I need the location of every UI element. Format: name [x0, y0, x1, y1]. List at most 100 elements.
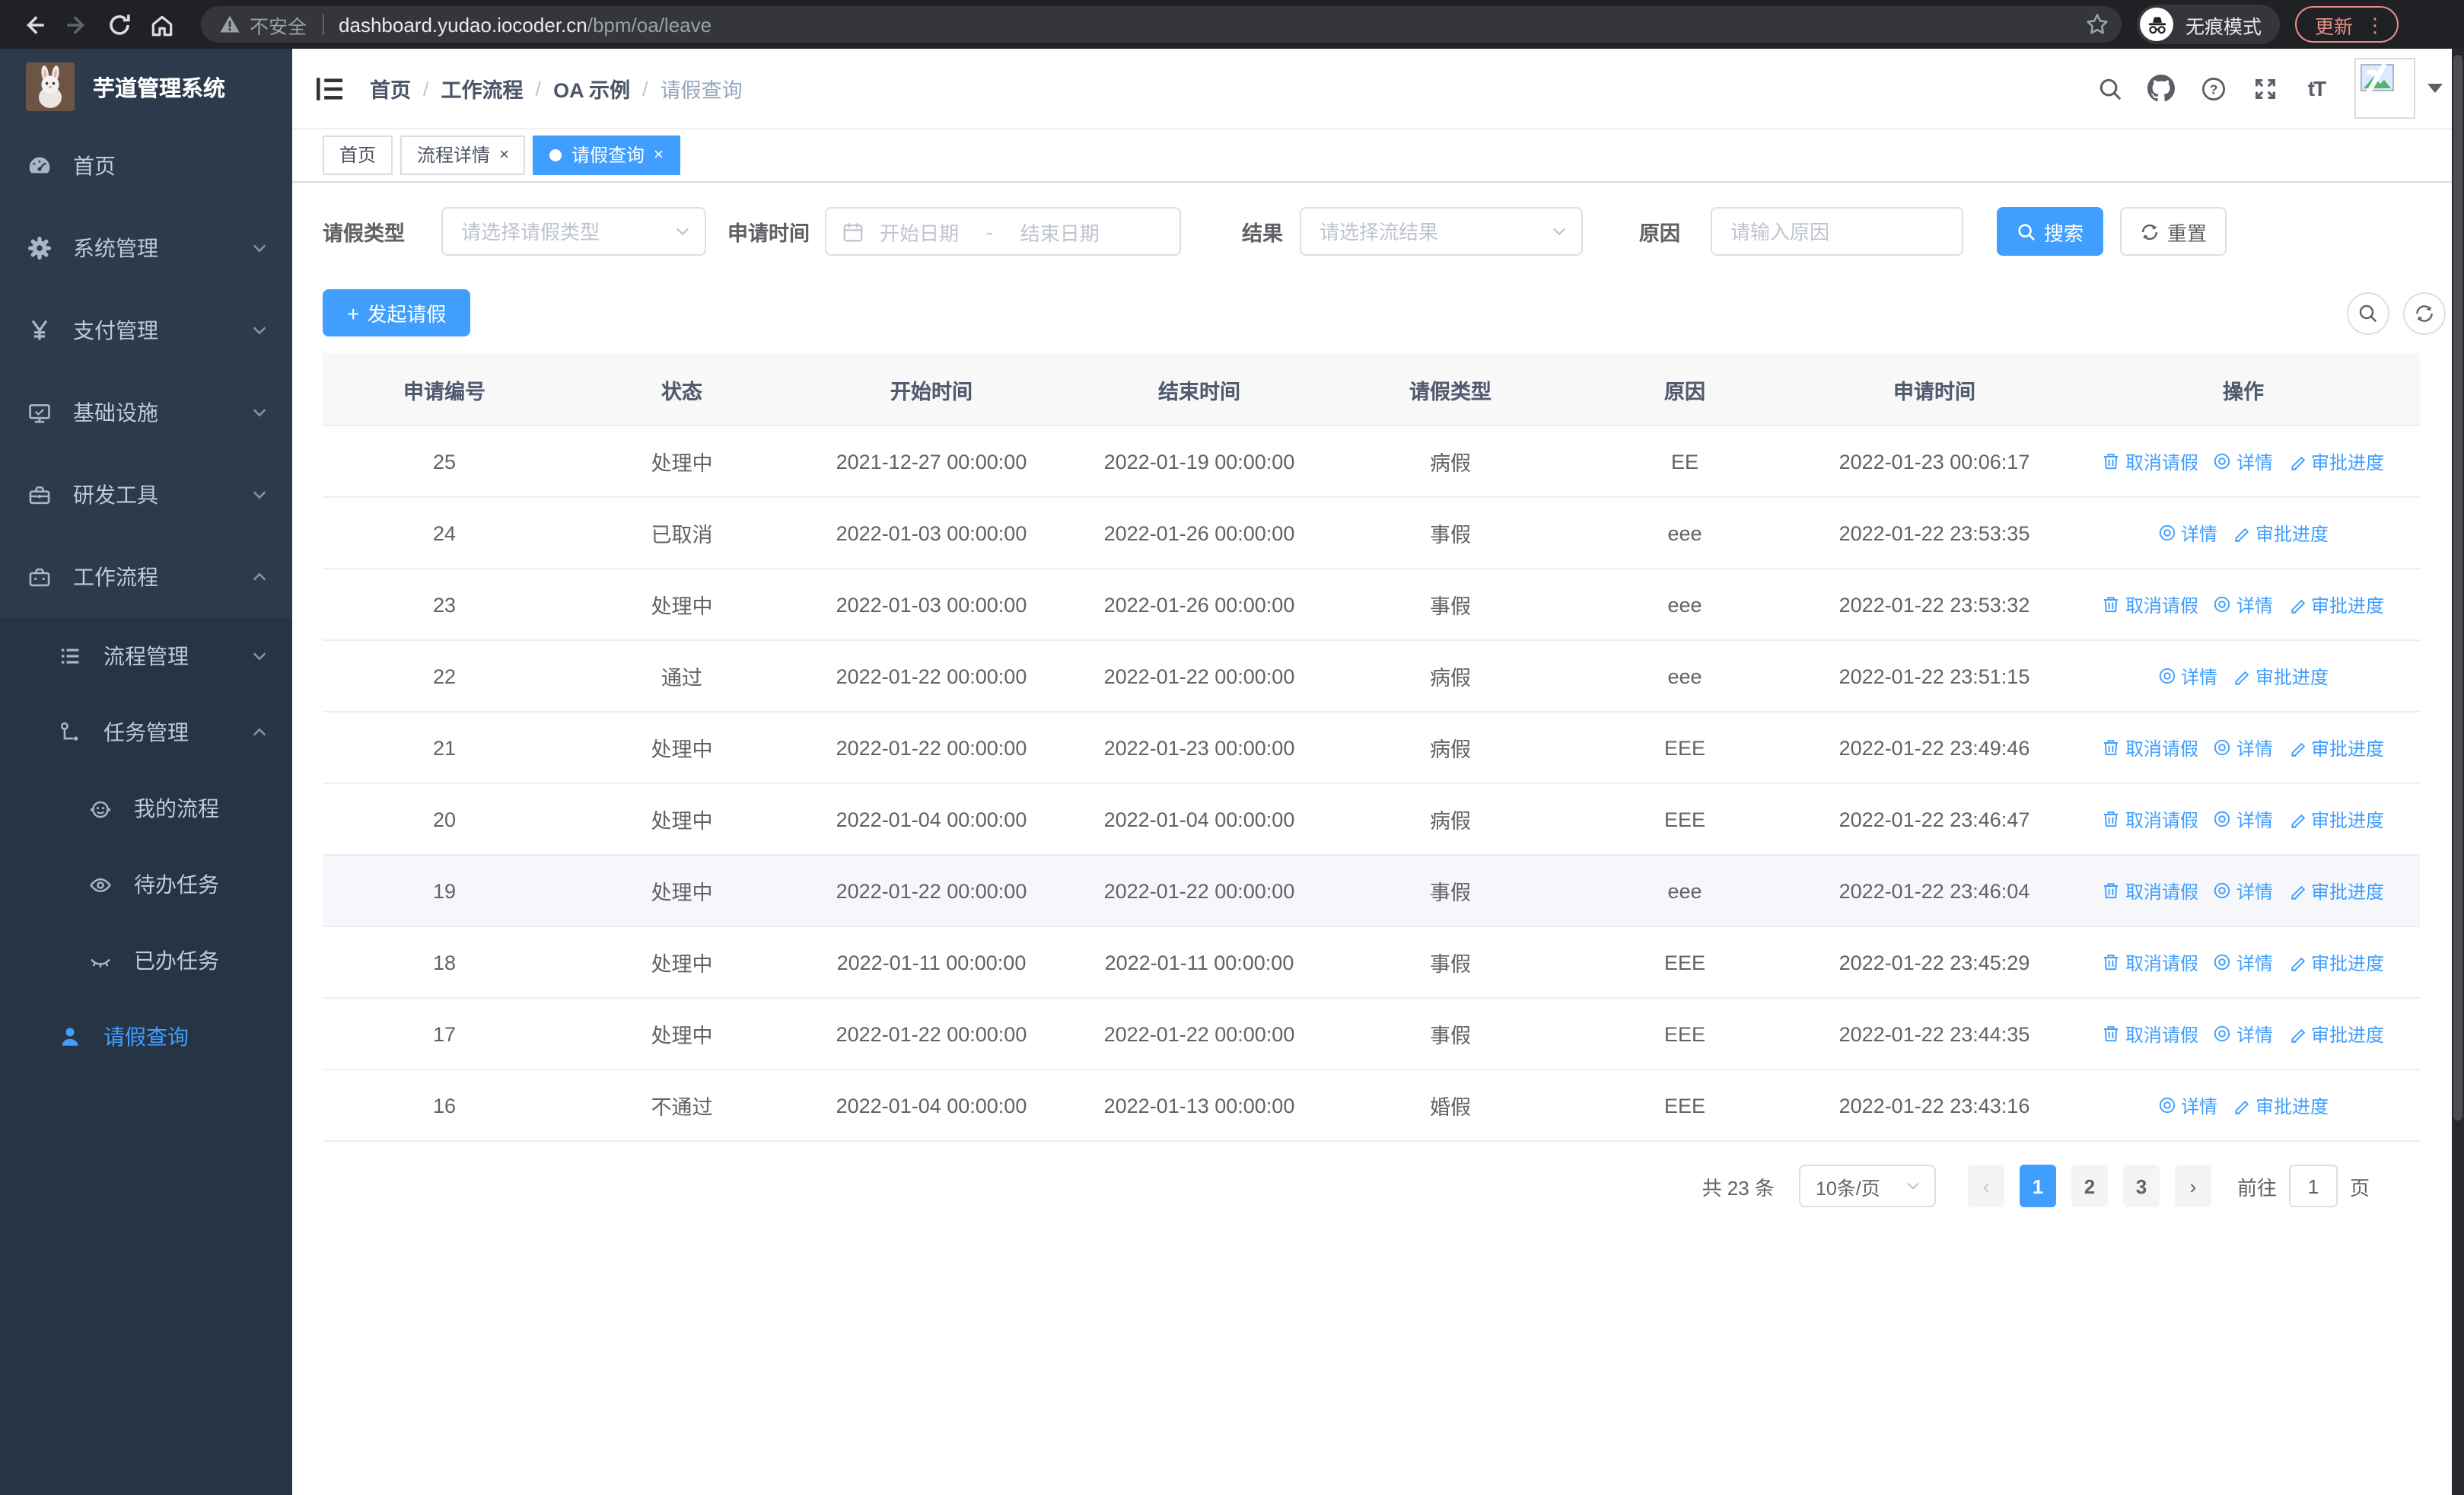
- action-progress-link[interactable]: 审批进度: [2288, 735, 2384, 760]
- end-date-placeholder[interactable]: 结束日期: [1020, 222, 1100, 244]
- breadcrumb-oa-example[interactable]: OA 示例: [553, 79, 631, 102]
- sidebar-collapse-icon[interactable]: [312, 72, 345, 105]
- browser-update-button[interactable]: 更新 ⋮: [2295, 6, 2399, 43]
- action-detail-link[interactable]: 详情: [2214, 878, 2273, 904]
- cell-type: 事假: [1430, 953, 1471, 976]
- action-progress-link[interactable]: 审批进度: [2288, 949, 2384, 975]
- search-icon[interactable]: [2090, 69, 2129, 108]
- sidebar-item-workflow[interactable]: 工作流程: [0, 536, 292, 618]
- action-progress-link[interactable]: 审批进度: [2233, 520, 2329, 546]
- action-progress-link[interactable]: 审批进度: [2233, 1092, 2329, 1118]
- action-detail-link[interactable]: 详情: [2214, 735, 2273, 760]
- scrollbar-thumb[interactable]: [2453, 55, 2462, 1120]
- prev-page-button[interactable]: ‹: [1967, 1165, 2004, 1207]
- start-date-placeholder[interactable]: 开始日期: [880, 222, 960, 244]
- goto-page-input[interactable]: [2288, 1165, 2338, 1207]
- action-detail-link[interactable]: 详情: [2158, 520, 2217, 546]
- cell-reason: EEE: [1663, 951, 1705, 974]
- cell-start: 2021-12-27 00:00:00: [836, 450, 1027, 473]
- not-secure-warning-icon: [220, 15, 240, 33]
- sidebar-item-done-tasks[interactable]: 已办任务: [0, 923, 292, 999]
- browser-menu-icon[interactable]: ⋮: [2365, 13, 2386, 36]
- apply-time-range-picker[interactable]: 开始日期 - 结束日期: [825, 207, 1181, 256]
- incognito-badge: 无痕模式: [2137, 5, 2281, 44]
- avatar-dropdown-caret[interactable]: [2427, 84, 2443, 93]
- cell-id: 19: [432, 879, 457, 902]
- cell-end: 2022-01-19 00:00:00: [1103, 450, 1295, 473]
- action-cancel-leave-link[interactable]: 取消请假: [2103, 878, 2198, 904]
- browser-home-button[interactable]: [140, 3, 183, 46]
- cell-actions: 取消请假 详情 审批进度: [2067, 1021, 2420, 1047]
- chevron-up-icon: [251, 569, 268, 585]
- close-icon[interactable]: ×: [499, 146, 509, 164]
- action-progress-link[interactable]: 审批进度: [2288, 878, 2384, 904]
- github-icon[interactable]: [2141, 69, 2181, 108]
- logo-row[interactable]: 芋道管理系统: [0, 49, 292, 125]
- action-progress-link[interactable]: 审批进度: [2288, 448, 2384, 474]
- close-icon[interactable]: ×: [653, 146, 664, 164]
- sidebar-item-infra[interactable]: 基础设施: [0, 371, 292, 454]
- create-leave-button[interactable]: + 发起请假: [323, 289, 471, 336]
- breadcrumb-workflow[interactable]: 工作流程: [441, 79, 524, 102]
- cell-reason: EEE: [1663, 736, 1705, 759]
- reset-button[interactable]: 重置: [2120, 207, 2227, 256]
- tab-process-detail[interactable]: 流程详情 ×: [400, 135, 526, 175]
- browser-reload-button[interactable]: [97, 3, 140, 46]
- refresh-table-button[interactable]: [2403, 292, 2446, 334]
- page-button-2[interactable]: 2: [2071, 1165, 2108, 1207]
- action-detail-link[interactable]: 详情: [2158, 1092, 2217, 1118]
- page-scrollbar[interactable]: [2452, 49, 2464, 1495]
- page-button-3[interactable]: 3: [2122, 1165, 2160, 1207]
- cell-end: 2022-01-04 00:00:00: [1103, 808, 1295, 830]
- page-size-select[interactable]: 10条/页: [1798, 1165, 1936, 1207]
- action-detail-link[interactable]: 详情: [2214, 448, 2273, 474]
- action-cancel-leave-link[interactable]: 取消请假: [2103, 1021, 2198, 1047]
- chevron-down-icon: [251, 404, 268, 421]
- sidebar-item-process-mgmt[interactable]: 流程管理: [0, 618, 292, 694]
- search-button[interactable]: 搜索: [1997, 207, 2103, 256]
- bookmark-star-icon[interactable]: [2085, 12, 2109, 37]
- sidebar-item-task-mgmt[interactable]: 任务管理: [0, 694, 292, 770]
- action-progress-link[interactable]: 审批进度: [2288, 1021, 2384, 1047]
- tab-leave-query[interactable]: 请假查询 ×: [533, 135, 680, 175]
- action-detail-link[interactable]: 详情: [2214, 806, 2273, 832]
- sidebar-item-payment[interactable]: 支付管理: [0, 289, 292, 371]
- sidebar-item-leave-query[interactable]: 请假查询: [0, 999, 292, 1075]
- tab-home[interactable]: 首页: [323, 135, 393, 175]
- reason-label: 原因: [1639, 222, 1680, 245]
- cell-status: 处理中: [651, 452, 713, 475]
- action-detail-link[interactable]: 详情: [2214, 1021, 2273, 1047]
- action-cancel-leave-link[interactable]: 取消请假: [2103, 949, 2198, 975]
- leave-type-select[interactable]: [441, 207, 706, 256]
- action-cancel-leave-link[interactable]: 取消请假: [2103, 735, 2198, 760]
- action-detail-link[interactable]: 详情: [2214, 949, 2273, 975]
- browser-back-button[interactable]: [12, 3, 55, 46]
- reason-input[interactable]: [1711, 207, 1963, 256]
- sidebar-item-home[interactable]: 首页: [0, 125, 292, 207]
- breadcrumb-home[interactable]: 首页: [370, 79, 411, 102]
- col-header-actions: 操作: [2223, 380, 2264, 403]
- action-detail-link[interactable]: 详情: [2158, 663, 2217, 689]
- action-cancel-leave-link[interactable]: 取消请假: [2103, 591, 2198, 617]
- sidebar-item-devtools[interactable]: 研发工具: [0, 454, 292, 536]
- action-cancel-leave-link[interactable]: 取消请假: [2103, 806, 2198, 832]
- action-progress-link[interactable]: 审批进度: [2288, 591, 2384, 617]
- page-button-1[interactable]: 1: [2019, 1165, 2056, 1207]
- sidebar-item-todo-tasks[interactable]: 待办任务: [0, 846, 292, 923]
- next-page-button[interactable]: ›: [2174, 1165, 2211, 1207]
- help-icon[interactable]: ?: [2193, 69, 2233, 108]
- action-detail-link[interactable]: 详情: [2214, 591, 2273, 617]
- font-size-icon[interactable]: tT: [2307, 76, 2326, 100]
- toggle-search-button[interactable]: [2347, 292, 2389, 334]
- browser-forward-button[interactable]: [55, 3, 97, 46]
- action-progress-link[interactable]: 审批进度: [2233, 663, 2329, 689]
- sidebar-item-my-process[interactable]: 我的流程: [0, 770, 292, 846]
- address-bar[interactable]: 不安全 dashboard.yudao.iocoder.cn/bpm/oa/le…: [201, 6, 2122, 43]
- cell-actions: 取消请假 详情 审批进度: [2067, 448, 2420, 474]
- action-cancel-leave-link[interactable]: 取消请假: [2103, 448, 2198, 474]
- fullscreen-icon[interactable]: [2245, 69, 2284, 108]
- avatar[interactable]: [2354, 58, 2415, 119]
- action-progress-link[interactable]: 审批进度: [2288, 806, 2384, 832]
- sidebar-item-system[interactable]: 系统管理: [0, 207, 292, 289]
- result-select[interactable]: [1300, 207, 1583, 256]
